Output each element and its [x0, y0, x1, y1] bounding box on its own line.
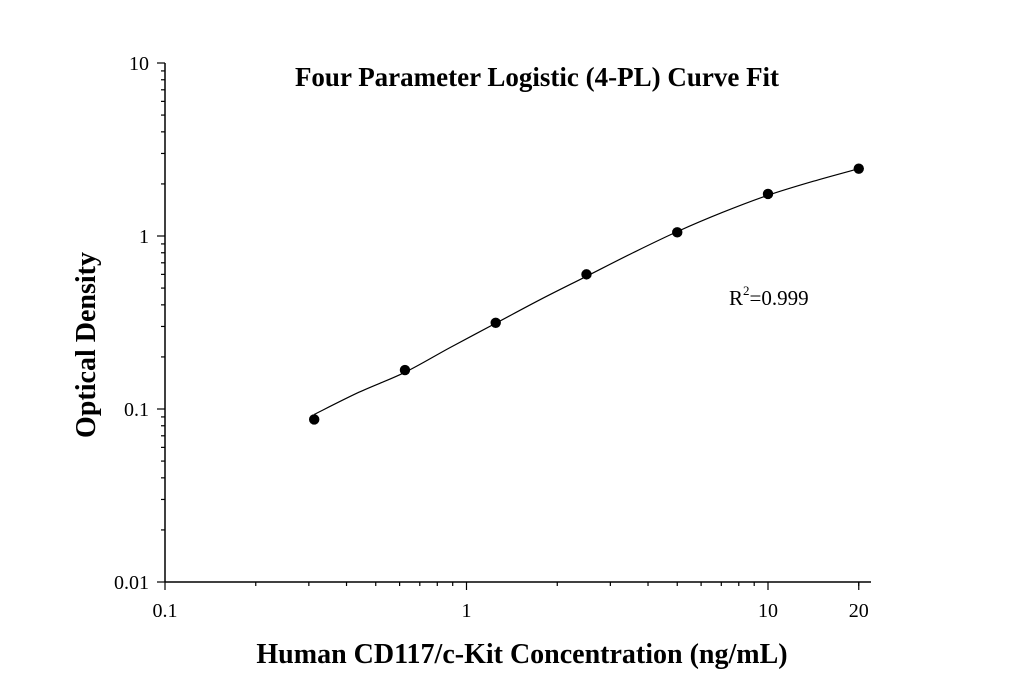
axes	[164, 63, 871, 583]
y-tick-label: 1	[139, 226, 149, 248]
data-point	[853, 163, 864, 174]
data-point	[490, 317, 501, 328]
y-tick-label: 10	[129, 53, 149, 75]
data-point	[762, 188, 774, 200]
y-tick-label: 0.01	[114, 572, 149, 594]
data-points	[308, 163, 864, 425]
x-tick-label: 0.1	[153, 600, 178, 622]
data-point	[308, 414, 320, 425]
x-tick-label: 1	[462, 600, 472, 622]
r-squared-annotation: R2=0.999	[729, 283, 809, 310]
x-tick-label: 10	[758, 600, 778, 622]
data-point	[581, 269, 592, 280]
y-axis-title: Optical Density	[71, 252, 102, 438]
r-value: =0.999	[750, 286, 809, 310]
x-tick-label: 20	[849, 600, 869, 622]
y-tick-label: 0.1	[124, 399, 149, 421]
data-point	[399, 364, 411, 376]
x-axis-title: Human CD117/c-Kit Concentration (ng/mL)	[256, 639, 787, 670]
r-superscript: 2	[743, 283, 750, 298]
data-point	[672, 227, 683, 238]
ticks	[157, 62, 860, 590]
r-label: R	[729, 286, 743, 310]
chart-title: Four Parameter Logistic (4-PL) Curve Fit	[295, 62, 779, 92]
